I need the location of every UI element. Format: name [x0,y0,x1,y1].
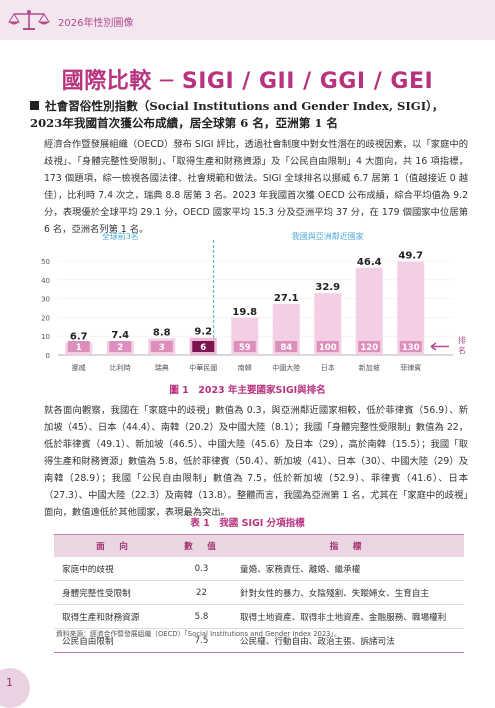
y-tick-label: 0 [46,352,50,360]
rank-box [192,341,215,352]
table-cell-dimension: 身體完整性受限制 [54,580,173,605]
rank-arrow-icon [430,342,449,351]
page-number: 1 [6,676,13,689]
table-cell-dimension: 家庭中的歧視 [54,557,173,581]
table-row: 身體完整性受限制 22 針對女性的暴力、女陰殘割、失蹤婦女、生育自主 [54,580,464,605]
x-tick-label: 日本 [321,363,335,372]
scales-logo-icon [8,10,50,30]
dimension-paragraph: 就各面向觀察，我國在「家庭中的歧視」數值為 0.3，與亞洲鄰近國家相較，低於菲律… [44,405,468,518]
y-tick-label: 10 [41,333,50,341]
table-row: 公民自由限制 7.5 公民權、行動自由、政治主張、訴諸司法 [54,628,464,653]
square-bullet-icon [30,101,39,110]
sigi-bar-chart: 0 10 20 30 40 50 全球前3名 我國與亞洲鄰近國家 6.71 挪威 7.4 2 比利時 8.… [41,231,466,372]
rank-label: 1 [76,343,82,353]
x-tick-label: 比利時 [110,363,131,372]
y-tick-label: 30 [41,296,50,304]
header-title: 2026年性別圖像 [58,18,134,29]
x-tick-label: 挪威 [72,363,86,372]
x-tick-label: 南韓 [238,363,252,372]
rank-axis-label: 名 [458,345,466,355]
bar-菲律賓 [397,261,425,355]
table-row: 取得生產和財務資源 5.8 取得土地資產、取得非土地資產、金融服務、職場權利 [54,604,464,629]
bar-value-label: 6.7 [70,331,88,342]
intro-paragraph: 經濟合作暨發展組織（OECD）發布 SIGI 評比，透過社會制度中對女性潛在的歧… [44,139,468,235]
table-header-indicator: 指 標 [230,534,464,557]
table-header-row: 面 向 數 值 指 標 [54,534,464,557]
rank-label: 59 [239,343,251,353]
rank-box [233,341,256,352]
bar-新加坡 [355,267,383,355]
table-cell-indicator: 取得土地資產、取得非土地資產、金融服務、職場權利 [230,604,464,629]
table-cell-indicator: 童婚、家務責任、離婚、繼承權 [230,557,464,581]
section-title-text: 社會習俗性別指數（Social Institutions and Gender … [30,99,444,130]
rank-label: 130 [402,343,420,353]
rank-axis-label: 排 [458,335,466,345]
x-tick-label: 中華民國 [189,363,217,372]
group-label-top3: 全球前3名 [102,231,139,241]
rank-box [275,341,298,352]
table-cell-indicator: 針對女性的暴力、女陰殘割、失蹤婦女、生育自主 [230,580,464,605]
rank-box [109,341,132,352]
figure-caption: 圖 1 2023 年主要國家SIGI與排名 [169,385,326,396]
table-cell-dimension: 取得生產和財務資源 [54,604,173,629]
y-tick-label: 40 [41,277,50,285]
rank-box [316,341,339,352]
bar-value-label: 46.4 [357,257,382,268]
table-cell-value: 5.8 [173,604,230,629]
x-tick-label: 菲律賓 [400,363,421,372]
bar-value-label: 9.2 [194,327,212,338]
x-tick-label: 瑞典 [155,363,169,372]
table-caption: 表 1 我國 SIGI 分項指標 [190,518,305,529]
rank-label: 84 [280,343,292,353]
y-tick-label: 50 [41,258,50,266]
section-title: 社會習俗性別指數（Social Institutions and Gender … [30,98,470,132]
source-note: 資料來源：經濟合作暨發展組織（OECD）「Social Institutions… [56,630,341,638]
table-cell-value: 7.5 [173,628,230,653]
x-tick-label: 中國大陸 [272,363,300,372]
page-title: 國際比較 ─ SIGI / GII / GGI / GEI [61,69,434,94]
table-cell-value: 22 [173,580,230,605]
bar-value-label: 27.1 [274,293,299,304]
table-header-value: 數 值 [173,534,230,557]
rank-label: 100 [319,343,337,353]
bar-value-label: 19.8 [232,307,257,318]
x-tick-label: 新加坡 [359,363,380,372]
rank-label: 120 [360,343,378,353]
header-bar: 2026年性別圖像 [0,0,495,40]
rank-box [358,341,381,352]
rank-label: 3 [159,343,165,353]
table-cell-value: 0.3 [173,557,230,581]
bar-value-label: 49.7 [398,251,423,262]
sigi-dimension-table: 面 向 數 值 指 標 家庭中的歧視 0.3 童婚、家務責任、離婚、繼承權 身體… [54,534,464,653]
rank-label: 2 [117,343,123,353]
table-row: 家庭中的歧視 0.3 童婚、家務責任、離婚、繼承權 [54,557,464,581]
bar-value-label: 7.4 [111,330,129,341]
rank-label: 6 [200,343,206,353]
rank-box [399,341,422,352]
table-header-dimension: 面 向 [54,534,173,557]
table-cell-dimension: 公民自由限制 [54,628,173,653]
bar-value-label: 8.8 [153,327,171,338]
rank-box [150,341,173,352]
y-tick-label: 20 [41,314,50,322]
table-cell-indicator: 公民權、行動自由、政治主張、訴諸司法 [230,628,464,653]
group-label-asia: 我國與亞洲鄰近國家 [292,231,364,241]
rank-box [67,341,90,352]
page-number-badge: 1 [0,668,30,708]
bar-value-label: 32.9 [315,282,340,293]
